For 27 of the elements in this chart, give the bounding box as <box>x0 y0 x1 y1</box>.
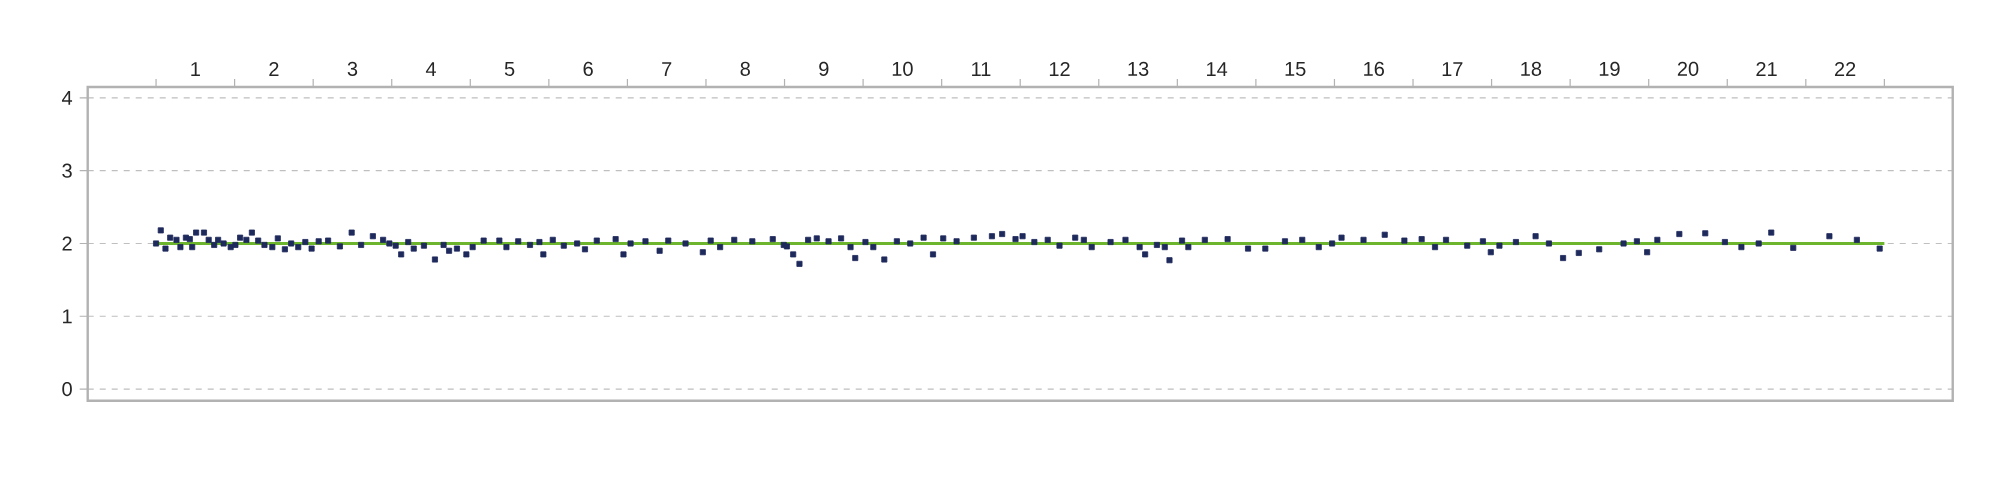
x-tick-label: 10 <box>892 61 913 76</box>
x-tick-label: 2 <box>269 61 279 76</box>
x-tick-label: 6 <box>583 61 593 76</box>
y-tick-label: 2 <box>62 236 72 251</box>
x-tick-label: 15 <box>1285 61 1306 76</box>
x-tick-label: 17 <box>1442 62 1463 76</box>
y-tick-label: 1 <box>63 309 72 324</box>
y-tick-label: 4 <box>61 91 73 105</box>
x-tick-label: 5 <box>504 61 515 76</box>
x-tick-label: 16 <box>1364 61 1384 76</box>
x-tick-label: 8 <box>740 61 750 76</box>
x-tick-label: 9 <box>819 61 829 76</box>
x-tick-label: 18 <box>1521 61 1542 76</box>
x-tick-label: 13 <box>1128 61 1149 76</box>
x-tick-label: 7 <box>662 62 672 76</box>
x-tick-label: 1 <box>191 62 200 76</box>
y-tick-label: 0 <box>62 381 72 397</box>
x-tick-label: 14 <box>1207 62 1228 76</box>
x-tick-label: 12 <box>1049 61 1070 76</box>
x-tick-label: 3 <box>347 61 358 76</box>
x-tick-label: 4 <box>425 62 436 76</box>
x-tick-label: 20 <box>1677 61 1699 76</box>
x-tick-label: 19 <box>1599 61 1620 76</box>
x-tick-label: 22 <box>1834 61 1856 76</box>
x-tick-label: 21 <box>1756 61 1777 76</box>
x-tick-label: 11 <box>972 62 991 76</box>
y-tick-label: 3 <box>62 163 72 178</box>
